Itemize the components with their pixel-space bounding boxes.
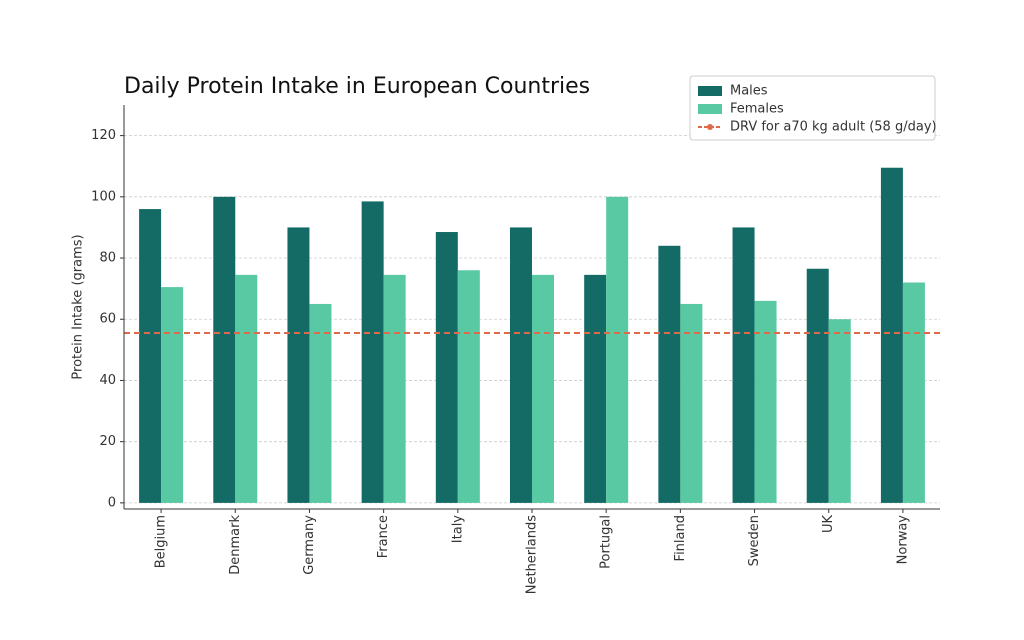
- chart-title: Daily Protein Intake in European Countri…: [124, 74, 590, 99]
- bar: [902, 282, 925, 503]
- bar: [435, 232, 458, 503]
- y-tick-label: 80: [99, 251, 116, 266]
- y-tick-label: 0: [108, 495, 116, 510]
- legend-label: Females: [730, 102, 784, 117]
- bar: [806, 268, 829, 503]
- bar: [880, 167, 903, 503]
- legend-label: Males: [730, 84, 768, 99]
- y-tick-label: 60: [99, 312, 116, 327]
- x-tick-label: Netherlands: [525, 515, 540, 594]
- y-axis-label: Protein Intake (grams): [71, 234, 86, 379]
- legend-label: DRV for a70 kg adult (58 g/day): [730, 120, 937, 135]
- y-tick-label: 20: [99, 434, 116, 449]
- bar: [235, 274, 258, 503]
- x-tick-label: Portugal: [599, 515, 614, 569]
- y-tick-label: 40: [99, 373, 116, 388]
- bar: [287, 227, 310, 503]
- x-tick-label: Norway: [895, 515, 910, 565]
- x-tick-label: Denmark: [228, 515, 243, 575]
- x-tick-label: Italy: [450, 515, 465, 544]
- x-tick-label: Germany: [302, 515, 317, 575]
- bar: [139, 209, 162, 503]
- bar: [383, 274, 406, 503]
- bar: [606, 196, 629, 503]
- x-tick-label: Belgium: [154, 515, 169, 568]
- bar: [161, 287, 184, 503]
- bar: [510, 227, 532, 503]
- bar: [680, 303, 703, 503]
- bar: [828, 319, 851, 503]
- bar: [532, 274, 554, 503]
- bar: [213, 196, 236, 503]
- x-tick-label: Finland: [673, 515, 688, 561]
- bar: [732, 227, 755, 503]
- bar: [361, 201, 384, 503]
- bar: [309, 303, 332, 503]
- legend-marker: [707, 124, 713, 130]
- bar: [584, 274, 607, 503]
- y-tick-label: 100: [91, 189, 116, 204]
- bar: [754, 300, 777, 503]
- x-tick-label: France: [376, 515, 391, 558]
- legend-swatch: [698, 86, 722, 96]
- x-tick-label: Sweden: [747, 515, 762, 566]
- x-tick-label: UK: [821, 515, 836, 534]
- y-tick-label: 120: [91, 128, 116, 143]
- legend-swatch: [698, 104, 722, 114]
- bar: [457, 270, 480, 503]
- bar: [658, 245, 681, 503]
- legend-box: [689, 75, 936, 141]
